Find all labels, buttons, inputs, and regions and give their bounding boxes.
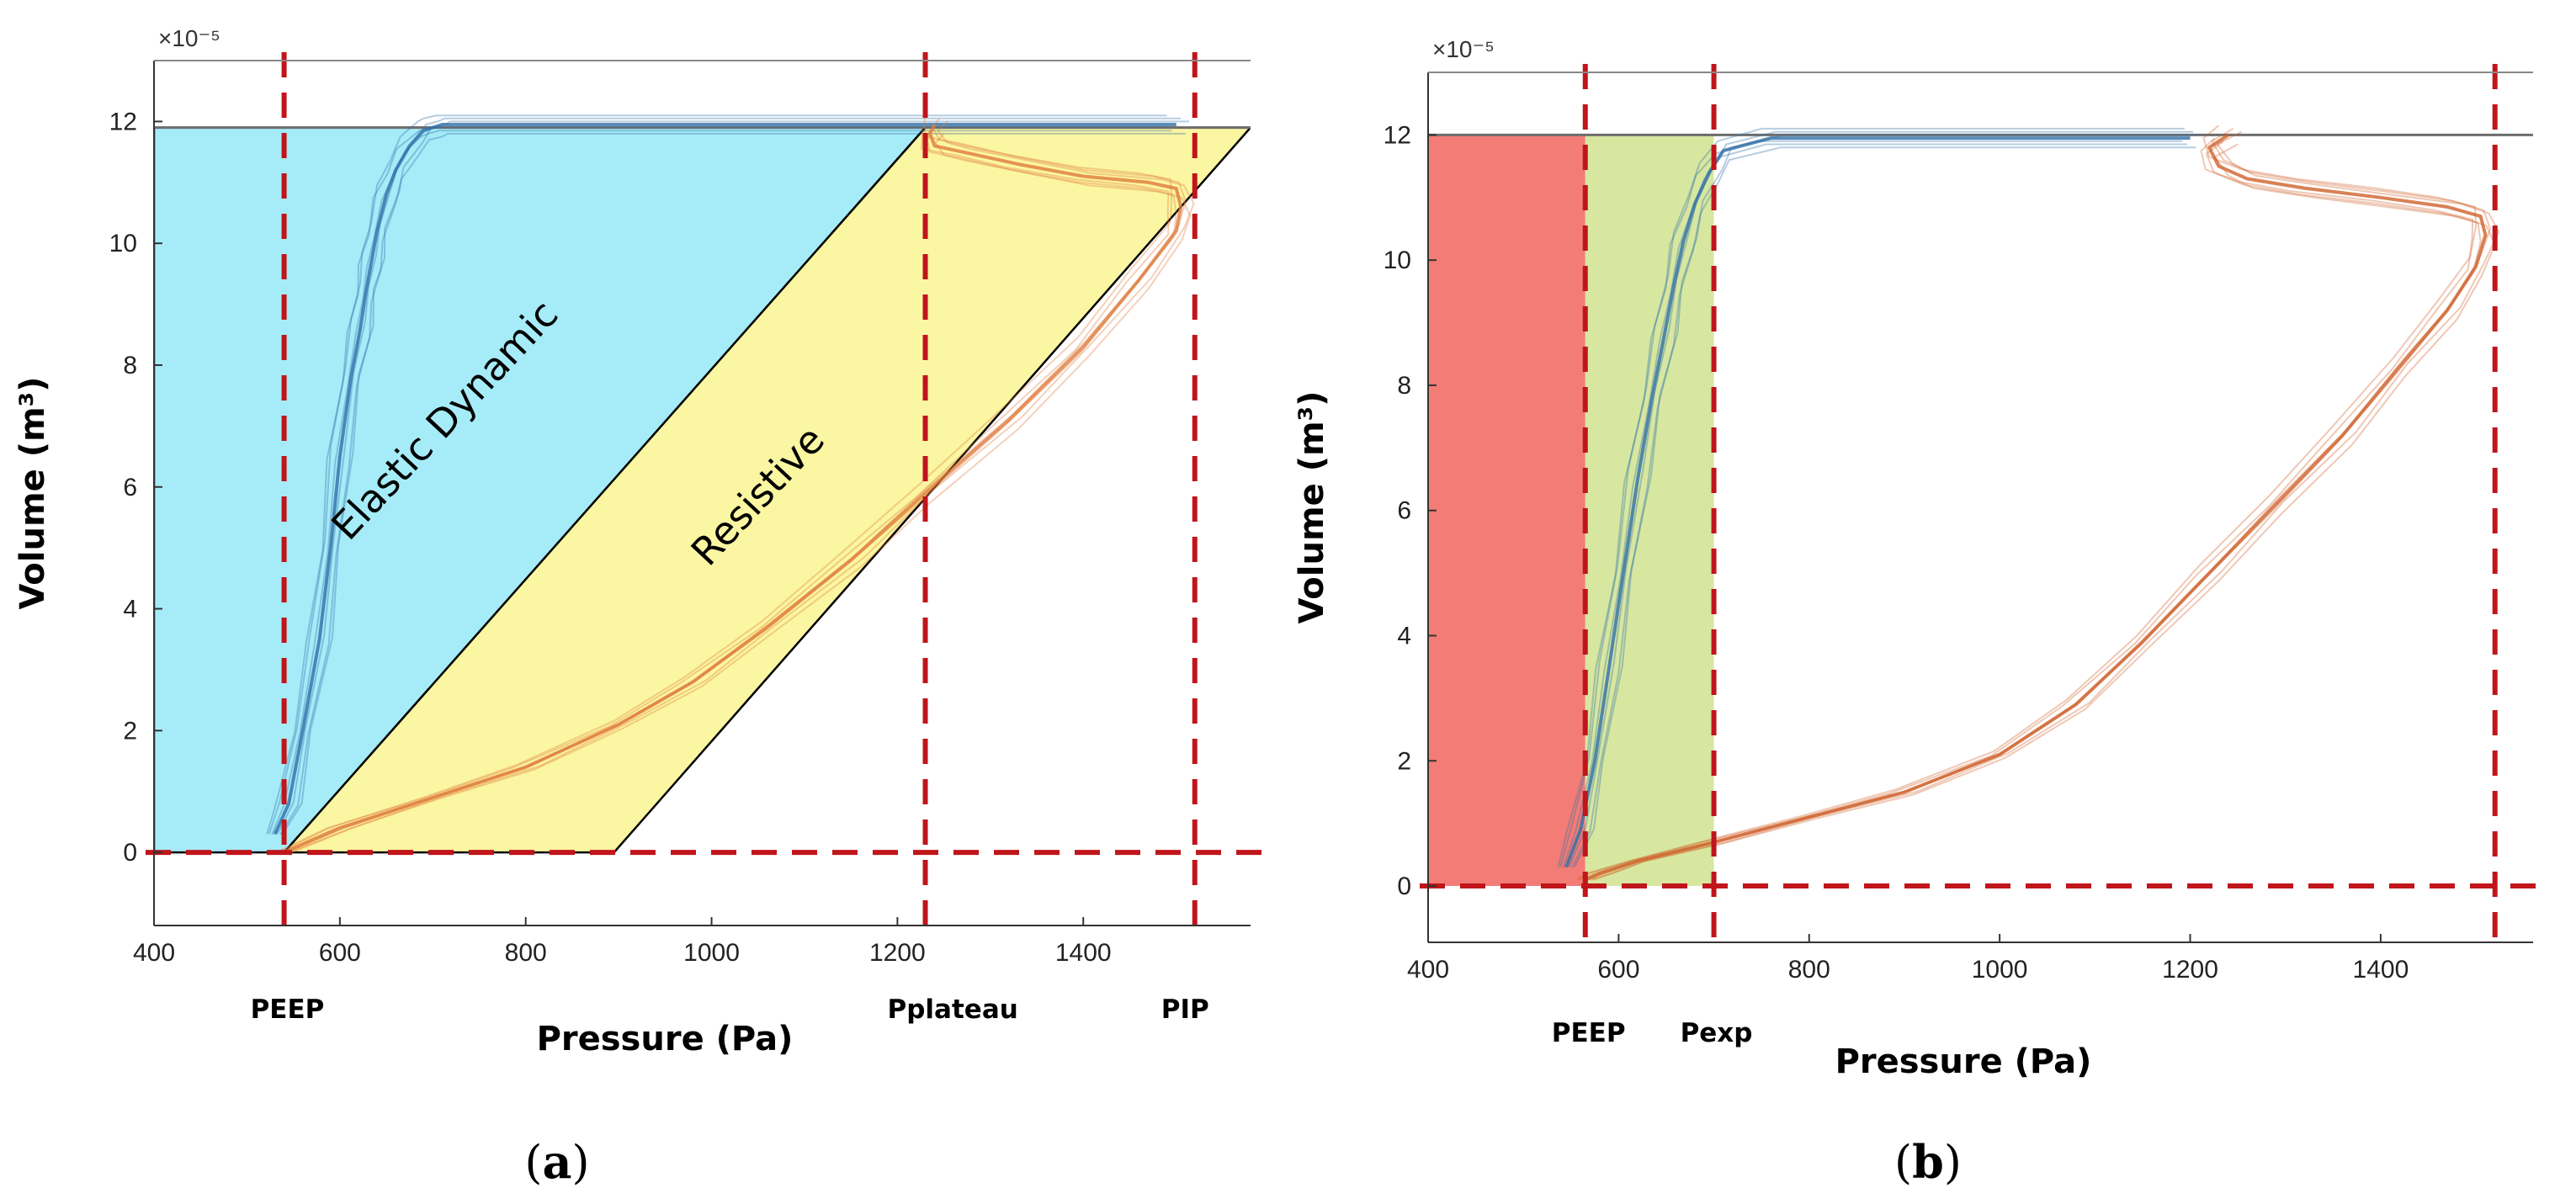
y-tick-label: 0 <box>1397 873 1411 900</box>
plot-area <box>154 114 1251 854</box>
series-1-trace-6 <box>266 126 1164 835</box>
series-2-trace-5 <box>291 120 1195 854</box>
marker-label-1: PEEP <box>251 994 325 1025</box>
plot-area <box>1428 125 2533 887</box>
x-tick-label: 1000 <box>683 939 740 967</box>
x-axis-title: Pressure (Pa) <box>537 1020 794 1058</box>
series-2-trace-1 <box>278 115 1173 854</box>
y-tick-label: 4 <box>123 596 137 623</box>
y-axis-title: Volume (m³) <box>1293 391 1331 624</box>
x-tick-label: 1000 <box>1972 956 2028 984</box>
x-tick-label: 800 <box>1788 956 1830 984</box>
series-1-trace-4 <box>279 132 1186 835</box>
x-tick-label: 1400 <box>2353 956 2409 984</box>
series-2-trace-1 <box>1579 125 2478 881</box>
chart-b: PEEP Pexp 400 600 800 1000 1200 1400 0 2 4 6 8 10 12 ×1… <box>1293 36 2550 1189</box>
series-1-trace-6 <box>1557 140 2182 868</box>
series-1-trace-5 <box>1573 134 2198 867</box>
y-tick-label: 2 <box>123 717 137 745</box>
y-tick-label: 8 <box>1397 372 1411 400</box>
series-1-trace-4 <box>1571 146 2196 868</box>
region-2 <box>1585 135 1714 887</box>
caption-letter: b <box>1912 1135 1944 1189</box>
series-2-trace-3 <box>1587 128 2492 881</box>
x-tick-label: 600 <box>319 939 361 967</box>
y-axis-title: Volume (m³) <box>13 377 52 610</box>
y-tick-label: 2 <box>1397 747 1411 775</box>
marker-label-2: Pexp <box>1681 1018 1753 1048</box>
caption-close-paren: ) <box>572 1136 590 1189</box>
marker-label-3: PIP <box>1161 994 1209 1025</box>
x-tick-label: 1200 <box>2162 956 2218 984</box>
series-2-trace-4 <box>1591 143 2496 881</box>
region-1 <box>1428 135 1585 887</box>
y-tick-label: 6 <box>123 474 137 501</box>
x-tick-label: 1400 <box>1055 939 1112 967</box>
caption-close-paren: ) <box>1944 1136 1962 1189</box>
caption-open-paren: ( <box>524 1136 542 1189</box>
y-tick-label: 12 <box>1384 121 1411 149</box>
x-tick-label: 400 <box>1407 956 1449 984</box>
series-2-line <box>1584 133 2488 882</box>
chart-a: PEEP Pplateau PIP 400 600 800 1000 1200 1400 0 2 4 6… <box>13 25 1267 1189</box>
y-tick-label: 10 <box>1384 247 1411 274</box>
series-2-trace-6 <box>1576 137 2474 881</box>
caption: (b) <box>1894 1135 1962 1189</box>
series-1-trace-1 <box>268 114 1167 835</box>
y-tick-label: 0 <box>123 839 137 867</box>
series-1-trace-1 <box>1559 127 2185 867</box>
series-2-trace-4 <box>289 133 1192 854</box>
series-1-line <box>1564 136 2191 868</box>
y-multiplier: ×10⁻⁵ <box>1432 36 1495 62</box>
marker-label-1: PEEP <box>1552 1018 1626 1048</box>
y-multiplier: ×10⁻⁵ <box>158 25 220 51</box>
y-tick-label: 10 <box>109 230 137 257</box>
x-tick-label: 400 <box>133 939 175 967</box>
x-tick-label: 600 <box>1597 956 1639 984</box>
caption: (a) <box>524 1135 589 1189</box>
region-resistive <box>283 126 1251 854</box>
series-1-trace-5 <box>281 120 1190 835</box>
y-tick-label: 6 <box>1397 497 1411 525</box>
y-tick-label: 8 <box>123 352 137 379</box>
series-2-line <box>283 124 1183 854</box>
marker-label-2: Pplateau <box>888 994 1018 1025</box>
series-2-trace-5 <box>1592 130 2500 881</box>
caption-letter: a <box>543 1135 572 1189</box>
x-tick-label: 1200 <box>869 939 926 967</box>
series-2-trace-2 <box>1581 140 2482 881</box>
y-tick-label: 4 <box>1397 622 1411 650</box>
x-axis-title: Pressure (Pa) <box>1835 1042 2092 1081</box>
series-1-line <box>273 123 1176 835</box>
series-2-trace-6 <box>275 127 1170 854</box>
x-tick-label: 800 <box>505 939 547 967</box>
caption-open-paren: ( <box>1894 1136 1912 1189</box>
y-tick-label: 12 <box>109 108 137 135</box>
